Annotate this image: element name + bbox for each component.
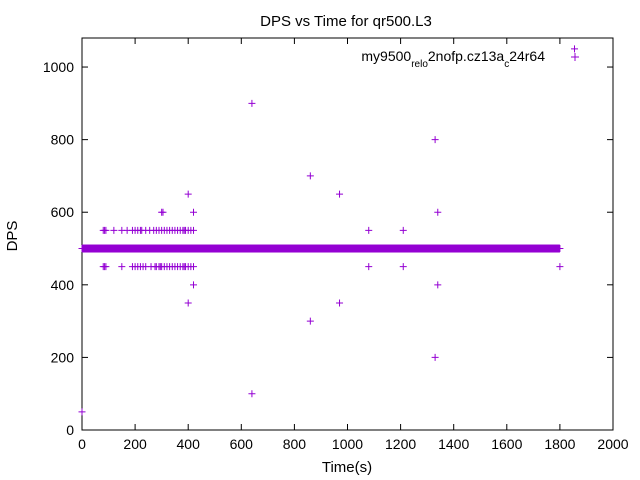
- data-point: [102, 226, 110, 234]
- data-point: [184, 299, 192, 307]
- x-tick-label: 1000: [332, 436, 363, 452]
- y-tick-label: 600: [51, 204, 75, 220]
- legend-label-part: 24r64: [509, 48, 545, 64]
- y-axis-label: DPS: [4, 221, 21, 252]
- data-point: [78, 245, 86, 253]
- data-point: [556, 263, 564, 271]
- y-tick-label: 400: [51, 277, 75, 293]
- data-point: [248, 390, 256, 398]
- data-point: [190, 208, 198, 216]
- x-tick-label: 1800: [544, 436, 575, 452]
- data-point: [399, 263, 407, 271]
- data-point: [118, 263, 126, 271]
- legend-label-part: c: [504, 59, 509, 70]
- data-point: [78, 408, 86, 416]
- x-tick-label: 0: [78, 436, 86, 452]
- data-point: [306, 172, 314, 180]
- x-tick-label: 1200: [385, 436, 416, 452]
- data-point: [102, 263, 110, 271]
- legend-label-part: rel: [411, 59, 422, 70]
- y-tick-label: 0: [66, 422, 74, 438]
- data-point: [365, 263, 373, 271]
- data-point: [399, 226, 407, 234]
- data-point: [184, 190, 192, 198]
- data-point: [336, 190, 344, 198]
- x-axis-label: Time(s): [322, 459, 372, 476]
- legend-label-part: my9500: [361, 48, 411, 64]
- data-point: [248, 99, 256, 107]
- data-point: [336, 299, 344, 307]
- data-point: [190, 263, 198, 271]
- plot-frame: [81, 37, 614, 431]
- x-tick-label: 400: [177, 436, 201, 452]
- data-point: [571, 45, 579, 53]
- y-tick-label: 800: [51, 132, 75, 148]
- x-tick-label: 1400: [438, 436, 469, 452]
- data-point: [431, 136, 439, 144]
- y-tick-label: 200: [51, 349, 75, 365]
- x-axis: 0 200 400 600 800 1000 1200 1400 1600 1800 2000: [78, 38, 629, 452]
- data-point: [434, 281, 442, 289]
- x-tick-label: 2000: [597, 436, 628, 452]
- legend-label-part: o: [422, 59, 428, 70]
- y-axis: 0 200 400 600 800 1000: [43, 59, 613, 438]
- baseline-points-band: [82, 244, 560, 253]
- legend-label: my9500relo2nofp.cz13ac24r64: [361, 48, 545, 70]
- x-tick-label: 800: [283, 436, 307, 452]
- x-tick-label: 1600: [491, 436, 522, 452]
- data-point: [306, 317, 314, 325]
- legend: my9500relo2nofp.cz13ac24r64: [361, 48, 579, 70]
- data-point: [431, 353, 439, 361]
- x-tick-label: 600: [230, 436, 254, 452]
- data-point: [190, 281, 198, 289]
- data-point: [159, 208, 167, 216]
- legend-label-part: 2nofp.cz13a: [428, 48, 504, 64]
- legend-marker: [571, 53, 579, 61]
- data-point: [190, 226, 198, 234]
- data-point: [110, 226, 118, 234]
- y-tick-label: 1000: [43, 59, 74, 75]
- x-tick-label: 200: [123, 436, 147, 452]
- data-point: [434, 208, 442, 216]
- data-point: [365, 226, 373, 234]
- data-point: [556, 245, 564, 253]
- series-marks: [78, 45, 579, 416]
- chart-title: DPS vs Time for qr500.L3: [260, 13, 432, 30]
